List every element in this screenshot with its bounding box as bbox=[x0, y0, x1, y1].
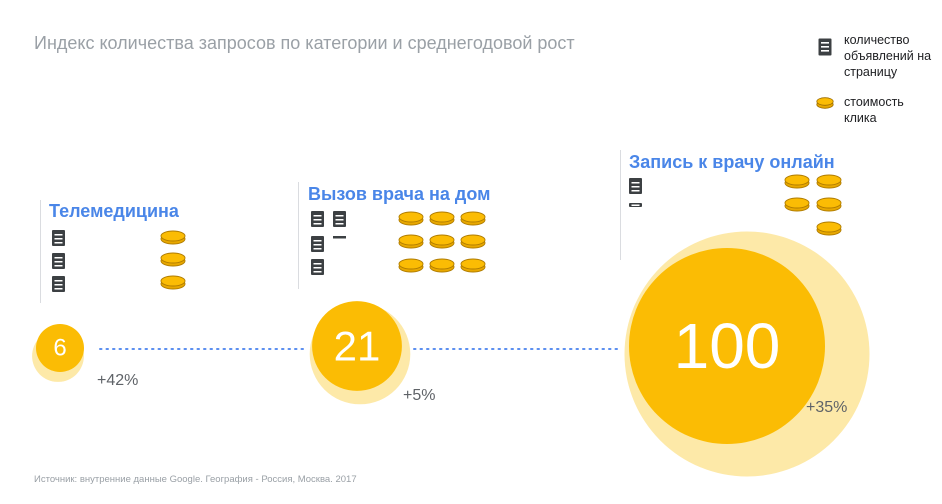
ad-icon-online-booking-1-line bbox=[631, 182, 640, 184]
separator-2 bbox=[298, 182, 299, 289]
ad-icon-home-visit-2-line bbox=[335, 219, 344, 221]
ad-icon-home-visit-3-line bbox=[313, 244, 322, 246]
ad-icon-telemedicine-2-line bbox=[54, 257, 63, 259]
coin-icon-home-visit-9 bbox=[460, 258, 486, 270]
coin-icon-home-visit-2 bbox=[429, 211, 455, 223]
growth-label-online-booking: +35% bbox=[806, 399, 848, 416]
ad-icon-telemedicine-2-line bbox=[54, 265, 63, 267]
ad-icon-online-booking-1-line bbox=[631, 190, 640, 192]
legend-ads-label: количество объявлений на страницу bbox=[844, 33, 932, 79]
bubble-online-booking bbox=[629, 248, 825, 444]
ad-icon-home-visit-4 bbox=[333, 236, 346, 239]
coin-icon-telemedicine-1 bbox=[160, 230, 186, 242]
coin-icon-home-visit-3 bbox=[460, 211, 486, 223]
legend-ads: количество объявлений на страницу bbox=[818, 32, 934, 80]
separator-3 bbox=[620, 150, 621, 260]
index-value-home-visit: 21 bbox=[334, 323, 381, 370]
ad-icon-telemedicine-3-line bbox=[54, 288, 63, 290]
chart-title: Индекс количества запросов по категории … bbox=[34, 33, 575, 53]
ad-icon-home-visit-5-line bbox=[313, 271, 322, 273]
index-value-online-booking: 100 bbox=[674, 310, 781, 382]
coin-icon-online-booking-1 bbox=[784, 174, 810, 186]
ad-icon-telemedicine-3-line bbox=[54, 280, 63, 282]
legend-cost-label: стоимость клика bbox=[844, 95, 904, 125]
ad-icon-home-visit-1-line bbox=[313, 215, 322, 217]
coin-icon-online-booking-2 bbox=[816, 174, 842, 186]
bubble-home-visit bbox=[312, 301, 402, 391]
ad-icon-online-booking-2-line bbox=[631, 204, 640, 206]
category-title-home-visit: Вызов врача на дом bbox=[308, 184, 491, 204]
ad-icon-home-visit-3-line bbox=[313, 248, 322, 250]
coin-icon-online-booking-4 bbox=[816, 197, 842, 209]
coin-icon-home-visit-1 bbox=[398, 211, 424, 223]
ad-icon-home-visit-2-line bbox=[335, 223, 344, 225]
legend-cost: стоимость клика bbox=[816, 94, 934, 126]
ad-icon-home-visit-1-line bbox=[313, 223, 322, 225]
ad-icon-telemedicine-3-line bbox=[54, 284, 63, 286]
growth-label-home-visit: +5% bbox=[403, 387, 436, 404]
ad-icon-home-visit-2-line bbox=[335, 215, 344, 217]
ad-icon-home-visit-5-line bbox=[313, 267, 322, 269]
ad-icon-online-booking-1-line bbox=[631, 186, 640, 188]
category-title-telemedicine: Телемедицина bbox=[49, 201, 179, 221]
growth-label-telemedicine: +42% bbox=[97, 372, 139, 389]
coin-icon-telemedicine-2 bbox=[160, 252, 186, 264]
coin-icon-home-visit-8 bbox=[429, 258, 455, 270]
source-note: Источник: внутренние данные Google. Геог… bbox=[34, 474, 357, 485]
document-icon bbox=[818, 38, 832, 56]
coin-icon-online-booking-5 bbox=[816, 221, 842, 233]
ad-icon-home-visit-5-line bbox=[313, 263, 322, 265]
coin-icon-telemedicine-3 bbox=[160, 275, 186, 287]
ad-icon-telemedicine-1-line bbox=[54, 238, 63, 240]
coin-icon-home-visit-5 bbox=[429, 234, 455, 246]
category-title-online-booking: Запись к врачу онлайн bbox=[629, 152, 835, 172]
ad-icon-telemedicine-1-line bbox=[54, 242, 63, 244]
coin-icon-online-booking-3 bbox=[784, 197, 810, 209]
separator-1 bbox=[40, 200, 41, 303]
ad-icon-home-visit-1-line bbox=[313, 219, 322, 221]
coin-icon bbox=[816, 97, 834, 109]
bubble-telemedicine bbox=[35, 323, 85, 373]
coin-icon-home-visit-4 bbox=[398, 234, 424, 246]
ad-icon-telemedicine-2-line bbox=[54, 261, 63, 263]
ad-icon-home-visit-3-line bbox=[313, 240, 322, 242]
ad-icon-telemedicine-1-line bbox=[54, 234, 63, 236]
coin-icon-home-visit-7 bbox=[398, 258, 424, 270]
coin-icon-home-visit-6 bbox=[460, 234, 486, 246]
index-value-telemedicine: 6 bbox=[53, 335, 66, 362]
